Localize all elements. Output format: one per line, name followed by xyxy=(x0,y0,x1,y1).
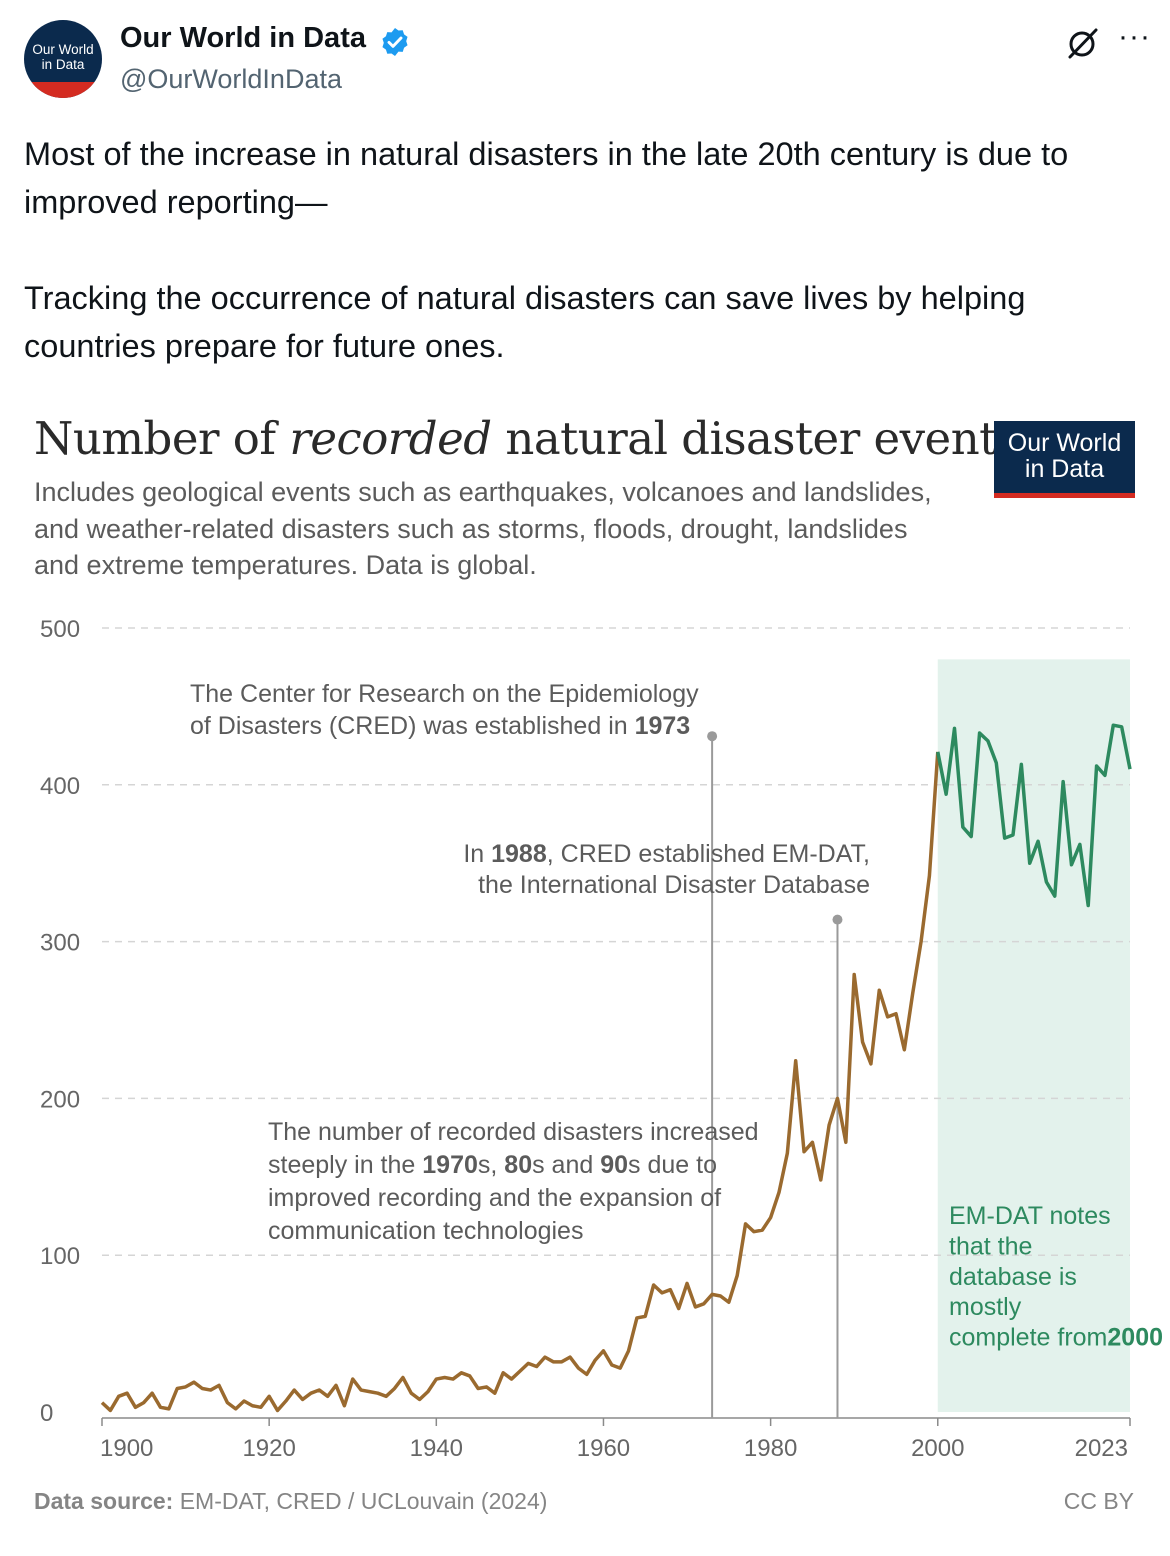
y-tick-label: 300 xyxy=(40,930,80,957)
annotation-text-segment: of Disasters (CRED) was established in xyxy=(190,712,635,740)
annotation-emdat-1988: In 1988, CRED established EM-DAT, the Int… xyxy=(463,840,870,899)
annotation-cred-1973: The Center for Research on the Epidemiol… xyxy=(190,680,699,740)
data-source-label: Data source: xyxy=(34,1488,174,1514)
annotation-text-segment: The Center for Research on the Epidemiol… xyxy=(190,680,699,708)
annotation-reporting-increase: The number of recorded disasters increas… xyxy=(268,1118,759,1245)
annotation-text-segment: 1988 xyxy=(491,840,547,868)
annotation-text-segment: the International Disaster Database xyxy=(478,871,870,899)
annotation-text-segment: , CRED established EM-DAT, xyxy=(547,840,870,868)
annotation-text-segment: EM-DAT notes xyxy=(949,1202,1111,1230)
annotation-text-segment: 90 xyxy=(600,1151,628,1179)
annotation-text-segment: 80 xyxy=(504,1151,532,1179)
x-tick-label: 1940 xyxy=(410,1435,463,1462)
series-line-2000-onwards xyxy=(936,723,1132,908)
annotation-text-segment: that the xyxy=(949,1232,1032,1260)
annotation-text-segment: In xyxy=(463,840,491,868)
annotation-text-segment: The number of recorded disasters increas… xyxy=(268,1118,759,1146)
tweet-text: Most of the increase in natural disaster… xyxy=(24,130,1144,370)
avatar[interactable]: Our World in Data xyxy=(24,20,102,98)
chart-title-emphasis: recorded xyxy=(289,412,492,465)
verified-badge-icon xyxy=(382,28,408,56)
annotation-text-segment: s, xyxy=(478,1151,504,1179)
owid-logo: Our World in Data xyxy=(994,421,1135,498)
data-source: Data source: EM-DAT, CRED / UCLouvain (2… xyxy=(34,1488,547,1515)
avatar-red-band xyxy=(24,82,102,98)
chart-subtitle: Includes geological events such as earth… xyxy=(34,477,932,580)
annotation-text-segment: 1970 xyxy=(422,1151,478,1179)
annotation-text-segment: complete from xyxy=(949,1324,1107,1352)
display-name[interactable]: Our World in Data xyxy=(120,22,366,54)
series-line-pre-2000 xyxy=(100,751,940,1413)
data-source-text: EM-DAT, CRED / UCLouvain (2024) xyxy=(173,1488,548,1514)
annotation-text-segment: s due to xyxy=(628,1151,717,1179)
tweet-paragraph-1: Most of the increase in natural disaster… xyxy=(24,136,1069,220)
y-tick-label: 100 xyxy=(40,1243,80,1270)
x-tick-label: 2023 xyxy=(1075,1435,1128,1462)
avatar-logo-text: Our World in Data xyxy=(32,42,94,72)
annotation-marker-dot xyxy=(707,731,718,742)
y-tick-label: 0 xyxy=(40,1400,53,1427)
line-chart: 0 100 200 300 400 500 1900 1920 1940 1960 1980 2000… xyxy=(40,616,1170,1462)
y-tick-label: 500 xyxy=(40,616,80,643)
tweet-paragraph-2: Tracking the occurrence of natural disas… xyxy=(24,280,1026,364)
license[interactable]: CC BY xyxy=(1063,1488,1134,1514)
x-tick-label: 1900 xyxy=(100,1435,153,1462)
x-tick-label: 1960 xyxy=(577,1435,630,1462)
annotation-text-segment: database is xyxy=(949,1263,1077,1291)
annotation-text-segment: 2000 xyxy=(1107,1324,1163,1352)
x-tick-label: 2000 xyxy=(911,1435,964,1462)
owid-logo-red-bar xyxy=(994,493,1135,498)
complete-data-region xyxy=(937,659,1130,1412)
more-options-icon[interactable]: ··· xyxy=(1118,20,1151,53)
y-tick-label: 200 xyxy=(40,1086,80,1113)
annotation-text-segment: steeply in the xyxy=(268,1151,422,1179)
annotation-text-segment: 1973 xyxy=(635,712,691,740)
x-tick-label: 1920 xyxy=(242,1435,295,1462)
chart-title-pre: Number of xyxy=(34,412,290,465)
chart-title: Number of recorded natural disaster even… xyxy=(34,412,1020,465)
annotation-completeness-2000: EM-DAT notes that the database is mostly com… xyxy=(949,1202,1170,1352)
y-tick-label: 400 xyxy=(40,773,80,800)
handle[interactable]: @OurWorldInData xyxy=(120,64,342,94)
annotation-text-segment: improved recording and the expansion of xyxy=(268,1184,721,1212)
owid-logo-text: Our World in Data xyxy=(1007,429,1122,483)
grok-icon[interactable] xyxy=(1066,26,1100,60)
annotation-text-segment: mostly xyxy=(949,1293,1022,1321)
chart-title-post: natural disaster events xyxy=(491,412,1020,465)
annotation-text-segment: onwards xyxy=(1163,1324,1170,1352)
x-tick-label: 1980 xyxy=(744,1435,797,1462)
annotation-marker-dot xyxy=(832,914,843,925)
annotation-text-segment: communication technologies xyxy=(268,1217,583,1245)
annotation-text-segment: s and xyxy=(532,1151,600,1179)
